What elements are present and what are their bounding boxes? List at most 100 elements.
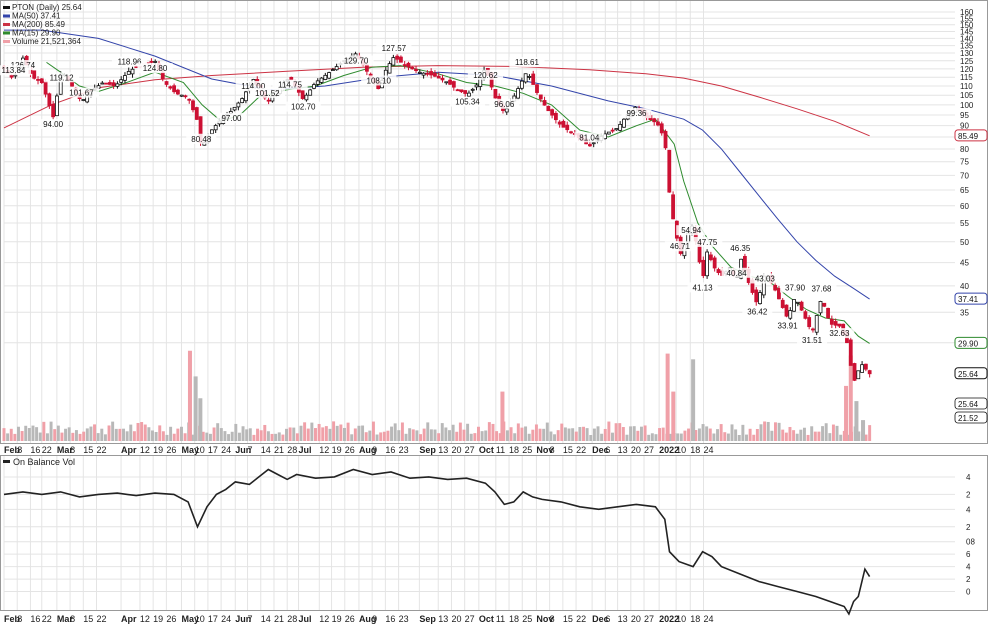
x-tick-label-top: 9 <box>372 445 377 455</box>
volume-bar <box>216 423 220 441</box>
volume-bar <box>661 427 665 441</box>
volume-bar <box>534 424 538 441</box>
annotation-bg <box>137 63 173 74</box>
candle <box>395 54 400 64</box>
volume-bar <box>835 425 839 441</box>
price-annotation: 129.70 <box>338 55 374 66</box>
annotation-bg <box>249 87 285 98</box>
candle-body <box>493 89 498 99</box>
candle-body <box>104 82 108 85</box>
x-tick-label: 16 <box>30 614 40 624</box>
candle-body <box>417 71 422 74</box>
candle <box>414 65 418 74</box>
price-y-tick-label: 145 <box>960 27 974 36</box>
x-tick-label-top: 24 <box>704 445 714 455</box>
candle <box>115 81 120 89</box>
candle <box>663 129 668 150</box>
x-tick-label: 18 <box>690 614 700 624</box>
candle <box>542 96 547 106</box>
volume-bar <box>393 423 397 441</box>
volume-bar <box>654 434 658 441</box>
volume-bar <box>567 428 571 441</box>
candle <box>421 72 426 79</box>
x-tick-label-top: 20 <box>451 445 461 455</box>
volume-bar <box>45 433 49 441</box>
right-value-label: 25.64 <box>954 367 988 380</box>
annotation-label: 113.84 <box>2 66 26 75</box>
candle-body <box>168 86 173 89</box>
x-tick-label: 17 <box>208 614 218 624</box>
price-y-tick-label: 60 <box>960 202 969 211</box>
candle <box>399 55 403 63</box>
candle <box>716 267 721 276</box>
price-annotation: 81.04 <box>574 132 605 143</box>
volume-bar <box>35 427 39 441</box>
annotation-label: 37.68 <box>811 285 832 294</box>
candle-body <box>164 81 169 85</box>
candle <box>606 131 611 135</box>
x-tick-label-top: 27 <box>465 445 475 455</box>
volume-bar <box>683 430 687 441</box>
candle-body <box>111 82 116 86</box>
candle <box>130 66 135 78</box>
candle <box>111 79 116 89</box>
volume-bar <box>748 428 752 441</box>
annotation-label: 36.42 <box>747 307 768 316</box>
volume-bar <box>183 433 187 441</box>
price-y-tick-label: 135 <box>960 42 974 51</box>
candle-body <box>213 125 218 131</box>
candle-body <box>451 81 456 88</box>
annotation-bg <box>772 320 803 331</box>
candle-body <box>289 76 294 81</box>
volume-bar <box>295 433 299 441</box>
volume-bar <box>274 433 278 441</box>
volume-bar <box>6 433 10 441</box>
volume-bar <box>643 425 647 441</box>
candle-body <box>387 63 392 74</box>
candle-body <box>504 108 509 113</box>
price-annotation: 47.75 <box>692 236 723 247</box>
candle <box>561 119 566 128</box>
candle-body <box>319 77 324 83</box>
volume-bar <box>371 421 375 441</box>
candle <box>837 323 842 329</box>
volume-bar <box>487 422 491 441</box>
price-y-tick-label: 80 <box>960 145 969 154</box>
obv-y-tick-label: 2 <box>966 490 971 499</box>
volume-bar <box>513 433 517 441</box>
volume-bar <box>339 424 343 441</box>
candle <box>833 318 838 329</box>
candle <box>848 336 853 366</box>
right-value-label: 37.41 <box>954 292 988 305</box>
price-annotation: 114.75 <box>272 79 308 90</box>
obv-y-tick-label: 4 <box>966 473 971 482</box>
volume-bar <box>42 421 46 441</box>
volume-tick-text: 25.64 <box>958 400 979 409</box>
volume-bar <box>161 431 165 441</box>
annotation-bg <box>489 98 520 109</box>
volume-bar <box>433 429 437 441</box>
right-label-text: 25.64 <box>958 370 979 379</box>
x-tick-label: 12 <box>140 614 150 624</box>
volume-bar <box>806 434 810 441</box>
candle-body <box>470 88 475 91</box>
x-tick-label: 20 <box>451 614 461 624</box>
x-tick-label-top: Jul <box>299 445 312 455</box>
obv-line <box>3 468 871 616</box>
annotation-label: 101.67 <box>69 89 94 98</box>
volume-bar <box>629 426 633 441</box>
legend-entry: MA(50) 37.41 <box>12 12 61 21</box>
annotation-bg <box>725 242 756 253</box>
volume-tick-label: 21.52 <box>954 411 988 424</box>
candle <box>795 301 800 307</box>
volume-bar <box>625 434 629 441</box>
volume-bar <box>697 428 701 441</box>
price-panel: 126.74113.84119.1294.00101.67118.96124.8… <box>0 0 988 444</box>
volume-bar <box>361 425 365 441</box>
candle <box>656 118 660 127</box>
x-tick-label-top: May <box>181 445 199 455</box>
volume-bar <box>390 426 394 441</box>
x-tick-label: 8 <box>70 614 75 624</box>
